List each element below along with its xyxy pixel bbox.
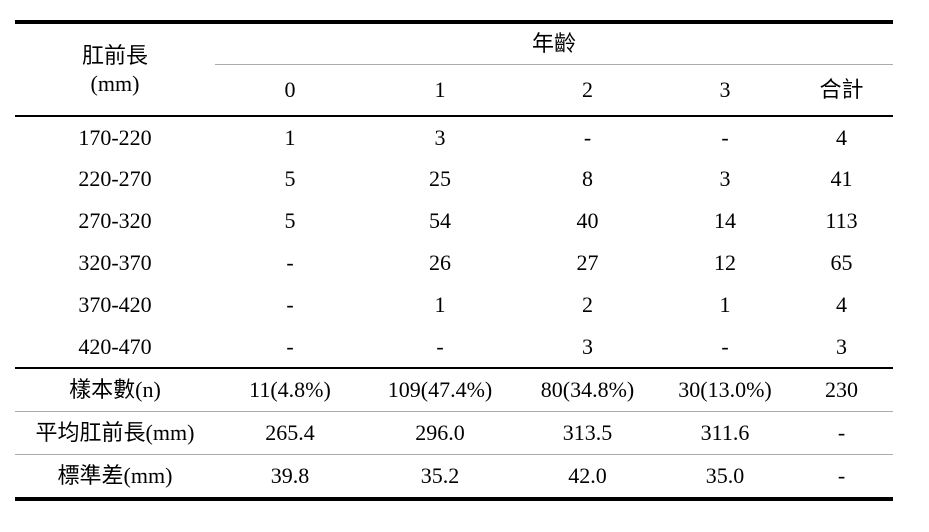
cell: 30(13.0%) [660,368,790,412]
cell: - [790,411,894,455]
table-row: 220-270 5 25 8 3 41 [15,158,893,200]
cell: - [215,326,365,369]
row-label: 170-220 [78,124,152,150]
row-label: 標準差(mm) [57,463,173,488]
cell: - [365,326,515,369]
col-header-age-1: 1 [365,64,515,117]
summary-row-std-dev: 標準差(mm) 39.8 35.2 42.0 35.0 - [15,454,893,497]
preanal-length-by-age-table: 肛前長 (mm) 年齡 0 1 2 3 合計 170-220 1 3 - - 4 [15,20,894,501]
header-row-columns: 0 1 2 3 合計 [15,64,894,117]
cell: 4 [836,124,848,150]
cell: 109(47.4%) [365,368,515,412]
cell: 27 [576,250,599,276]
row-label: 420-470 [15,326,215,369]
cell: 8 [582,166,593,192]
table-row: 420-470 - - 3 - 3 [15,326,894,369]
row-label: 樣本數(n) [15,368,215,412]
cell: 39.8 [270,463,310,488]
group-header-age: 年齡 [215,24,894,65]
row-header-line2: (mm) [90,70,140,96]
cell: 230 [790,368,894,412]
cell: 40 [576,208,599,234]
col-header-age-0: 0 [215,64,365,117]
cell: 12 [714,250,736,276]
cell: 35.2 [420,463,460,488]
cell: 313.5 [515,411,660,455]
summary-row-sample-count: 樣本數(n) 11(4.8%) 109(47.4%) 80(34.8%) 30(… [15,368,894,412]
summary-row-mean-length: 平均肛前長(mm) 265.4 296.0 313.5 311.6 - [15,411,894,455]
cell: 5 [284,208,296,234]
cell: 1 [719,292,731,318]
cell: 265.4 [215,411,365,455]
row-label: 270-320 [78,208,152,234]
cell: 42.0 [568,463,607,488]
col-header-total: 合計 [790,64,894,117]
row-label: 平均肛前長(mm) [15,411,215,455]
cell: - [660,326,790,369]
cell: - [837,463,846,488]
cell: 4 [836,292,848,318]
cell: 1 [284,124,296,150]
cell: 41 [830,166,853,192]
table-row: 320-370 - 26 27 12 65 [15,242,893,284]
header-row-group: 肛前長 (mm) 年齡 [15,24,894,117]
row-label: 370-420 [78,292,152,318]
cell: 11(4.8%) [215,368,365,412]
cell: 3 [790,326,894,369]
cell: - [286,250,294,276]
table-row: 370-420 - 1 2 1 4 [15,284,893,326]
cell: - [583,124,592,150]
cell: 25 [429,166,451,192]
row-header-cell: 肛前長 (mm) [15,24,215,117]
cell: 2 [582,292,593,318]
cell: 35.0 [705,463,745,488]
col-header-age-2: 2 [515,64,660,117]
cell: 54 [429,208,451,234]
cell: 3 [719,166,731,192]
table-row: 270-320 5 54 40 14 113 [15,200,893,242]
cell: 3 [434,124,446,150]
cell: 80(34.8%) [515,368,660,412]
row-header-line1: 肛前長 [81,43,148,68]
cell: 296.0 [365,411,515,455]
row-label: 220-270 [78,166,152,192]
col-header-age-3: 3 [660,64,790,117]
cell: 5 [284,166,296,192]
cell: 113 [825,208,858,234]
cell: 26 [429,250,451,276]
data-table: 肛前長 (mm) 年齡 0 1 2 3 合計 170-220 1 3 - - 4 [15,24,894,497]
bottom-double-rule [15,497,893,501]
cell: 311.6 [660,411,790,455]
cell: - [721,124,729,150]
top-double-rule [15,20,893,24]
row-label: 320-370 [78,250,152,276]
cell: 1 [434,292,446,318]
cell: 65 [830,250,853,276]
cell: 3 [515,326,660,369]
cell: - [286,292,294,318]
table-row: 170-220 1 3 - - 4 [15,116,893,158]
cell: 14 [714,208,736,234]
